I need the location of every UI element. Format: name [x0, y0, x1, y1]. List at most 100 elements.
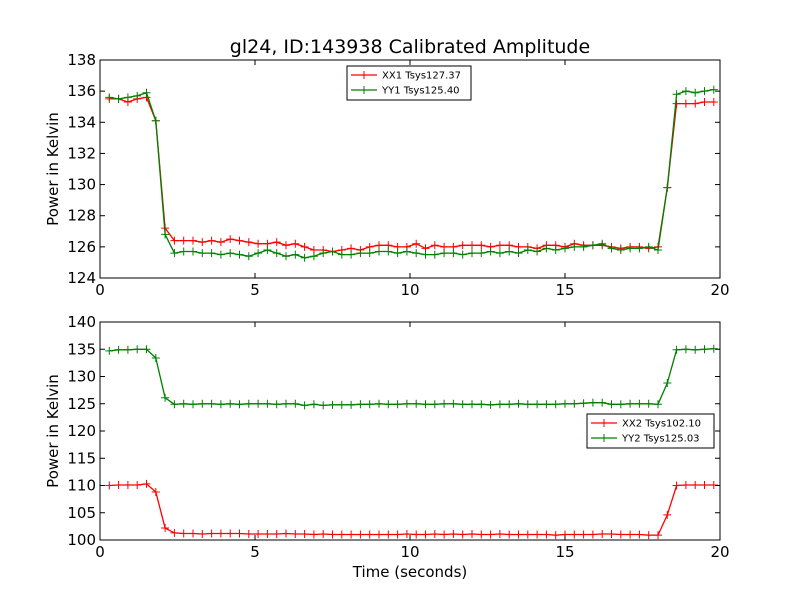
y-tick-label: 100 — [67, 531, 96, 549]
data-point-xx2 — [105, 481, 114, 490]
data-point-xx2 — [709, 480, 718, 489]
legend-box — [586, 413, 715, 449]
data-point-yy1 — [300, 253, 309, 262]
data-point-xx2 — [533, 530, 542, 539]
data-point-xx2 — [644, 531, 653, 540]
data-point-yy2 — [700, 345, 709, 354]
data-point-yy2 — [207, 399, 216, 408]
data-point-yy1 — [123, 93, 132, 102]
data-point-yy2 — [654, 400, 662, 409]
data-point-yy1 — [486, 247, 495, 256]
data-point-xx2 — [170, 528, 179, 537]
data-point-xx2 — [570, 530, 579, 539]
data-point-yy1 — [561, 244, 569, 253]
data-point-yy1 — [626, 244, 635, 253]
data-point-yy1 — [542, 244, 551, 253]
data-point-yy1 — [319, 249, 328, 258]
data-point-yy1 — [402, 247, 411, 256]
data-point-yy2 — [570, 399, 579, 408]
data-point-yy2 — [709, 344, 718, 353]
data-point-yy2 — [486, 400, 495, 409]
data-point-yy1 — [365, 249, 374, 258]
y-tick-label: 135 — [67, 340, 96, 358]
y-tick-label: 115 — [67, 449, 96, 467]
legend-marker — [360, 71, 368, 79]
data-point-yy1 — [691, 88, 700, 97]
data-point-xx2 — [133, 480, 142, 489]
data-point-xx2 — [635, 530, 644, 539]
data-point-xx2 — [114, 480, 123, 489]
data-point-yy2 — [272, 400, 281, 409]
data-point-xx2 — [123, 480, 132, 489]
data-point-yy2 — [384, 400, 393, 409]
data-point-yy1 — [635, 244, 644, 253]
data-point-xx2 — [598, 530, 607, 539]
data-point-xx1 — [272, 238, 281, 247]
data-point-yy2 — [542, 400, 551, 409]
data-point-yy1 — [495, 249, 504, 258]
data-point-xx1 — [412, 239, 421, 248]
y-tick-label: 128 — [67, 207, 96, 225]
y-tick-label: 134 — [67, 113, 96, 131]
data-point-yy1 — [700, 87, 709, 96]
data-point-xx1 — [254, 239, 263, 248]
data-point-yy1 — [533, 247, 542, 256]
data-point-yy1 — [347, 250, 356, 259]
data-point-xx1 — [170, 236, 179, 245]
x-tick-label: 10 — [400, 281, 419, 299]
data-point-xx2 — [375, 530, 383, 539]
data-point-yy2 — [598, 398, 607, 407]
data-point-yy1 — [468, 249, 476, 258]
data-point-xx1 — [198, 238, 207, 247]
data-point-yy2 — [691, 345, 700, 354]
data-point-xx2 — [412, 530, 421, 539]
data-point-yy1 — [598, 239, 607, 248]
data-point-yy1 — [384, 247, 393, 256]
data-point-xx2 — [402, 530, 411, 539]
x-tick-label: 0 — [95, 281, 105, 299]
data-point-xx2 — [309, 530, 318, 539]
data-point-yy1 — [198, 249, 207, 258]
data-point-yy2 — [440, 399, 449, 408]
data-point-xx2 — [189, 529, 197, 538]
data-point-yy2 — [356, 400, 365, 409]
data-point-xx2 — [430, 530, 439, 539]
top-subplot: 0 5 10 15 20 124 126 128 130 132 134 136 138 Power in… — [44, 51, 730, 299]
data-point-yy2 — [170, 400, 179, 409]
data-point-yy1 — [282, 252, 290, 261]
data-point-yy2 — [588, 398, 597, 407]
data-point-yy2 — [681, 345, 690, 354]
data-point-yy1 — [272, 249, 281, 258]
data-point-yy1 — [588, 241, 597, 250]
data-point-xx2 — [254, 530, 263, 539]
data-point-yy1 — [151, 116, 160, 125]
data-point-yy1 — [654, 245, 662, 254]
y-tick-label: 126 — [67, 238, 96, 256]
data-point-xx1 — [672, 99, 681, 108]
data-point-xx2 — [421, 530, 430, 539]
data-point-yy2 — [495, 400, 504, 409]
data-point-yy1 — [672, 90, 681, 99]
data-point-yy1 — [254, 249, 263, 258]
data-point-xx2 — [486, 530, 495, 539]
data-point-yy1 — [681, 87, 690, 96]
data-point-yy1 — [161, 230, 170, 239]
data-point-yy2 — [235, 400, 244, 409]
data-point-xx2 — [142, 479, 151, 488]
data-point-yy1 — [644, 242, 653, 251]
x-tick-label: 20 — [710, 543, 729, 561]
x-tick-label: 15 — [555, 543, 574, 561]
data-point-yy2 — [523, 400, 532, 409]
data-point-yy2 — [663, 379, 672, 388]
data-point-yy2 — [309, 400, 318, 409]
data-point-yy1 — [663, 183, 672, 192]
data-point-yy2 — [579, 399, 588, 408]
data-point-yy2 — [319, 401, 328, 410]
data-point-xx1 — [709, 98, 718, 107]
data-point-yy2 — [449, 399, 458, 408]
data-point-xx1 — [235, 236, 244, 245]
data-point-yy2 — [458, 400, 467, 409]
data-point-xx2 — [505, 530, 514, 539]
data-point-xx2 — [356, 530, 365, 539]
y-tick-label: 130 — [67, 368, 96, 386]
